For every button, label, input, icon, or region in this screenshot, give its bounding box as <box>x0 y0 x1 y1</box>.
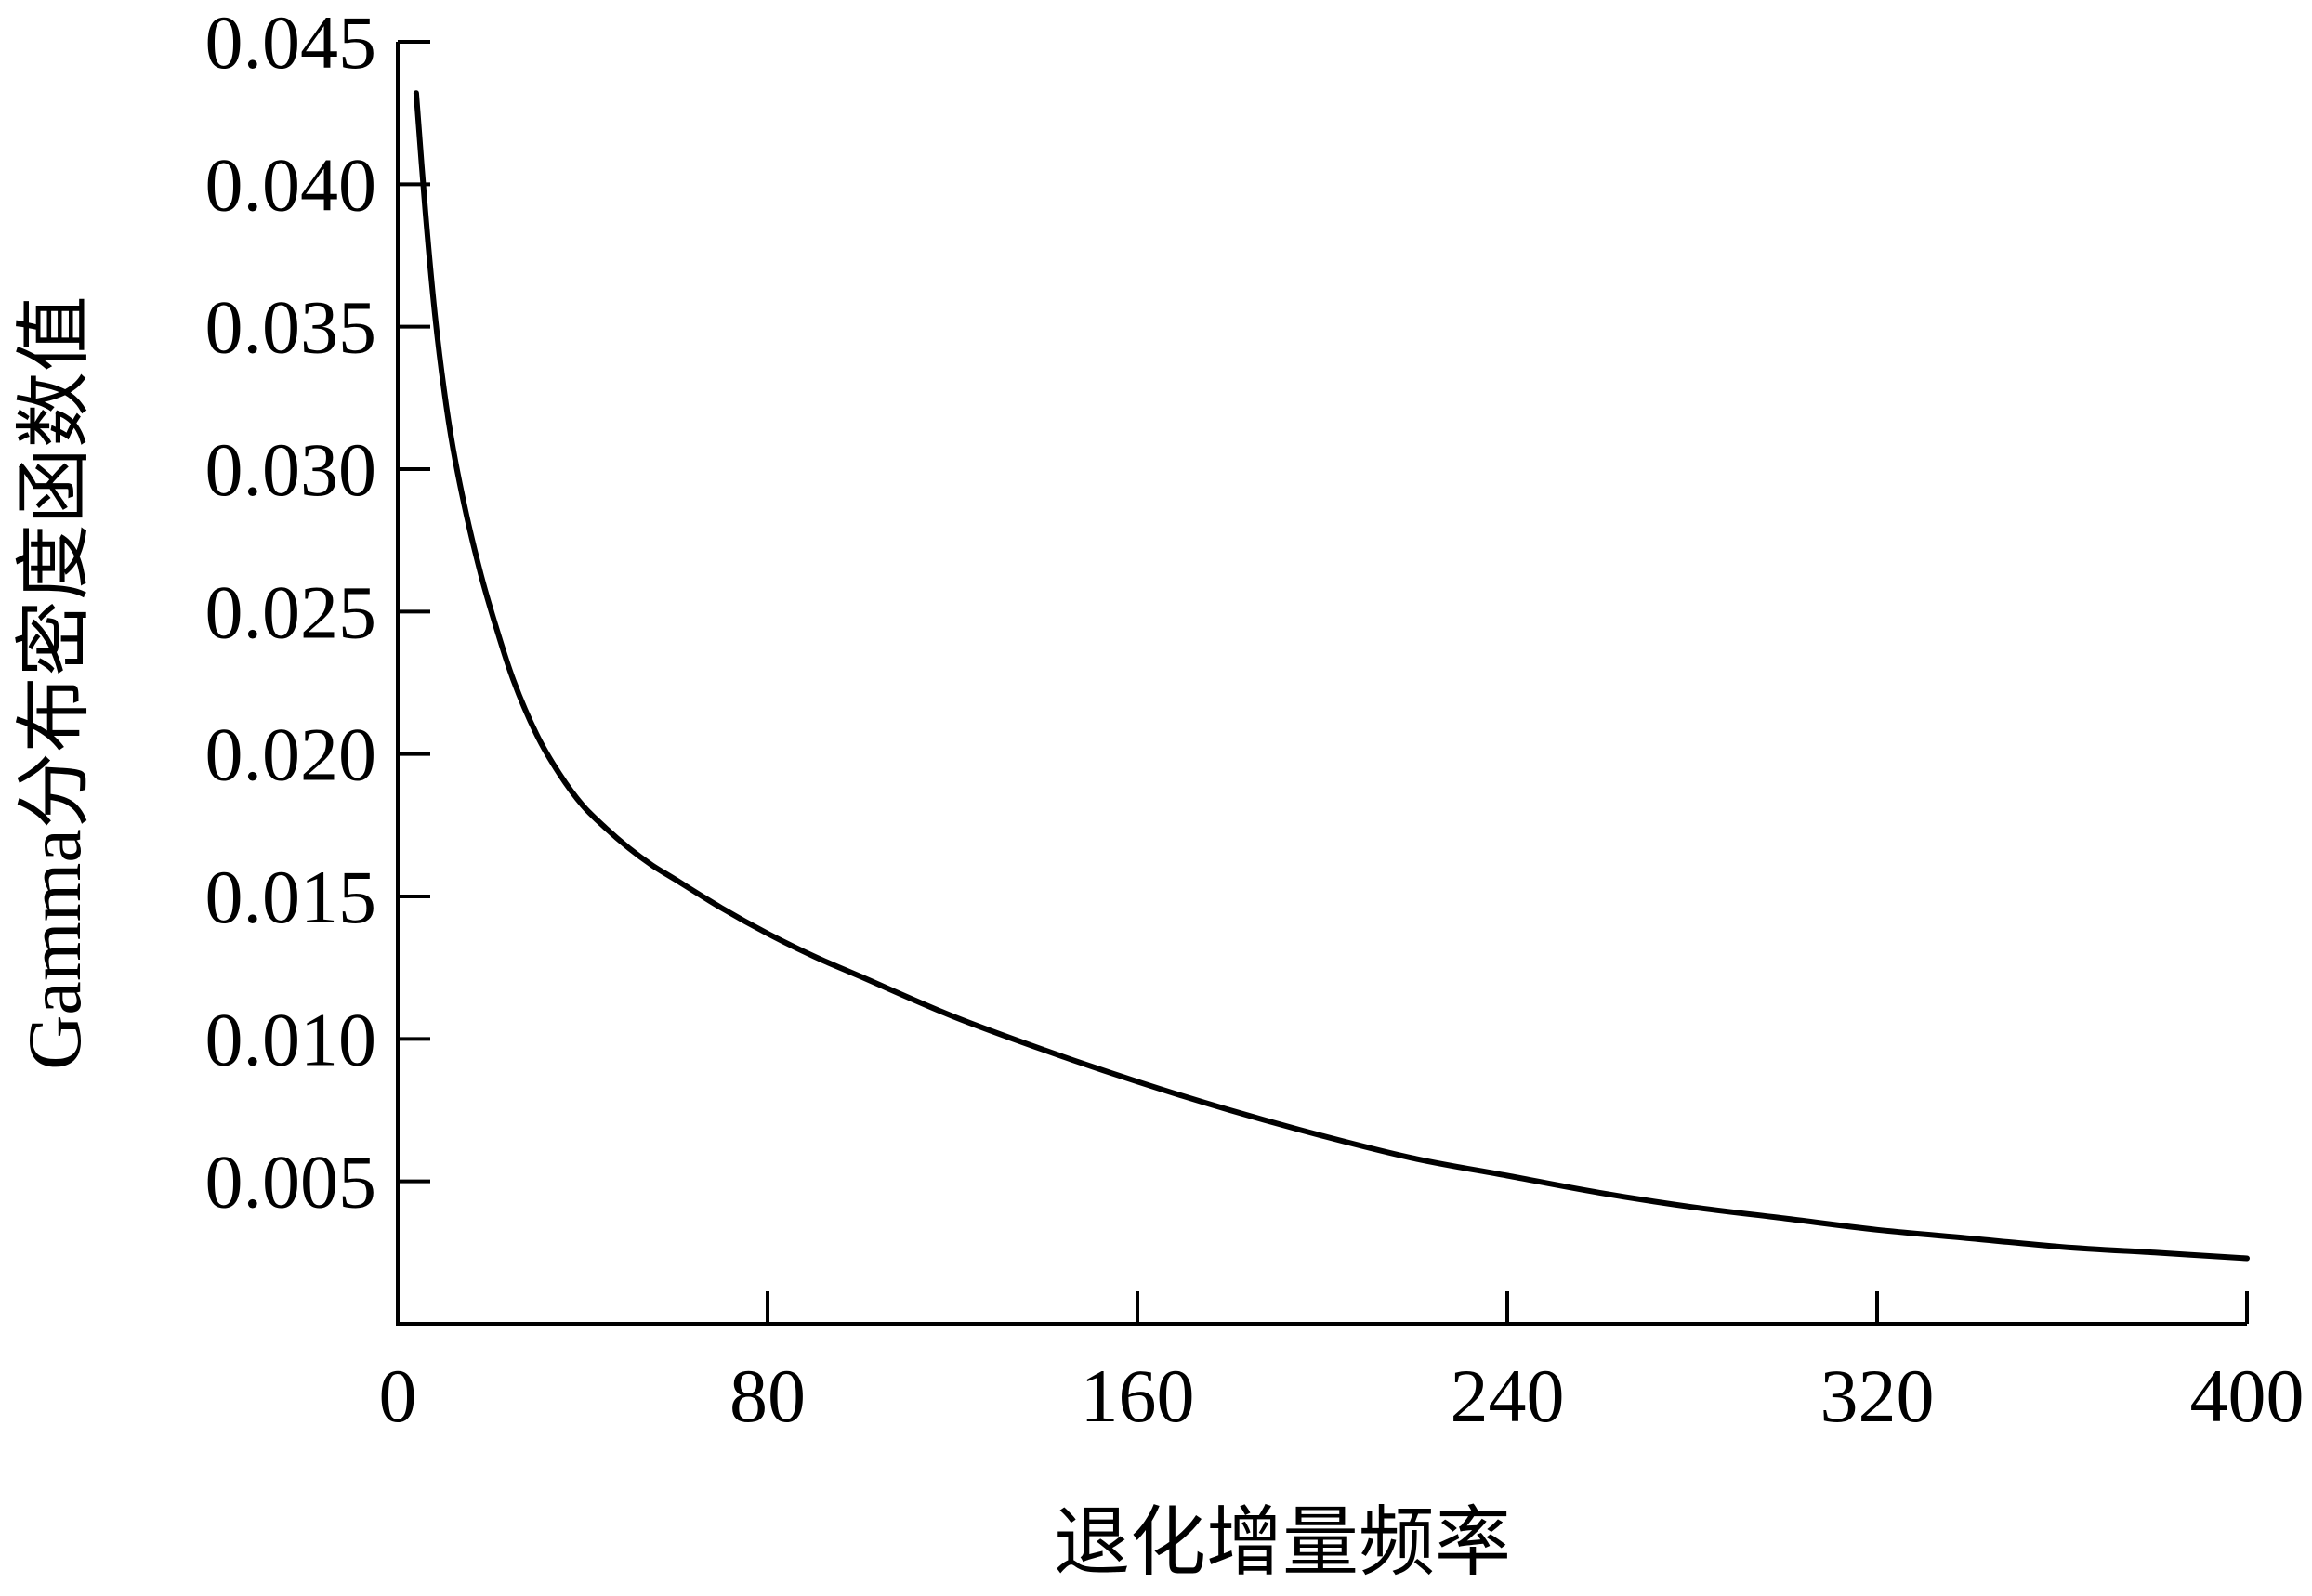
y-tick-label: 0.015 <box>205 855 377 939</box>
ticks: 0 80 160 240 320 400 0.005 0.010 0.015 0.020 0.025… <box>205 0 2305 1438</box>
y-tick-label: 0.005 <box>205 1140 377 1224</box>
x-tick-label: 80 <box>729 1354 806 1438</box>
y-tick-label: 0.010 <box>205 997 377 1081</box>
series <box>413 90 2250 1262</box>
x-tick-label: 0 <box>379 1354 417 1438</box>
y-tick-label: 0.020 <box>205 713 377 797</box>
x-tick-label: 240 <box>1451 1354 1565 1438</box>
y-tick-label: 0.025 <box>205 569 377 654</box>
x-axis-title: 退化增量频率 <box>1054 1500 1511 1585</box>
x-tick-label: 160 <box>1081 1354 1195 1438</box>
axes <box>396 42 2247 1326</box>
y-tick-label: 0.030 <box>205 427 377 512</box>
x-tick-label: 400 <box>2190 1354 2305 1438</box>
y-tick-label: 0.040 <box>205 142 377 227</box>
y-tick-label: 0.035 <box>205 285 377 370</box>
y-axis-title: Gamma分布密度函数值 <box>12 295 97 1070</box>
series-line-0 <box>413 90 2250 1262</box>
y-tick-label: 0.045 <box>205 0 377 85</box>
x-tick-label: 320 <box>1820 1354 1935 1438</box>
